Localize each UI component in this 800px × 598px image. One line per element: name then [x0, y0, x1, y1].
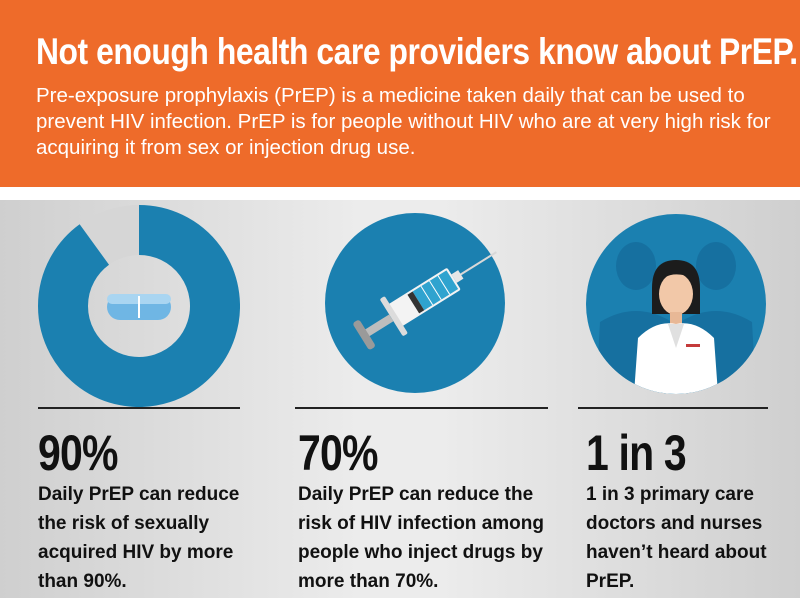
panel-3-description: 1 in 3 primary care doctors and nurses h…	[586, 484, 767, 592]
panel-1-rule	[38, 407, 240, 409]
panel-3-stat: 1 in 3	[586, 425, 687, 481]
panel-2-stat: 70%	[298, 425, 378, 481]
divider-stripe	[0, 187, 800, 200]
panel-1-description: Daily PrEP can reduce the risk of sexual…	[38, 484, 240, 592]
panel-3-rule	[578, 407, 768, 409]
panel-2-description: Daily PrEP can reduce the risk of HIV in…	[298, 484, 544, 592]
health-care-providers-icon	[586, 214, 766, 394]
syringe-icon	[325, 213, 505, 393]
pill-donut-icon	[38, 205, 240, 407]
page-title: Not enough health care providers know ab…	[36, 31, 798, 72]
header-banner: Not enough health care providers know ab…	[0, 0, 800, 187]
intro-text: Pre-exposure prophylaxis (PrEP) is a med…	[36, 84, 771, 159]
panel-1-stat: 90%	[38, 425, 118, 481]
panel-2-rule	[295, 407, 548, 409]
